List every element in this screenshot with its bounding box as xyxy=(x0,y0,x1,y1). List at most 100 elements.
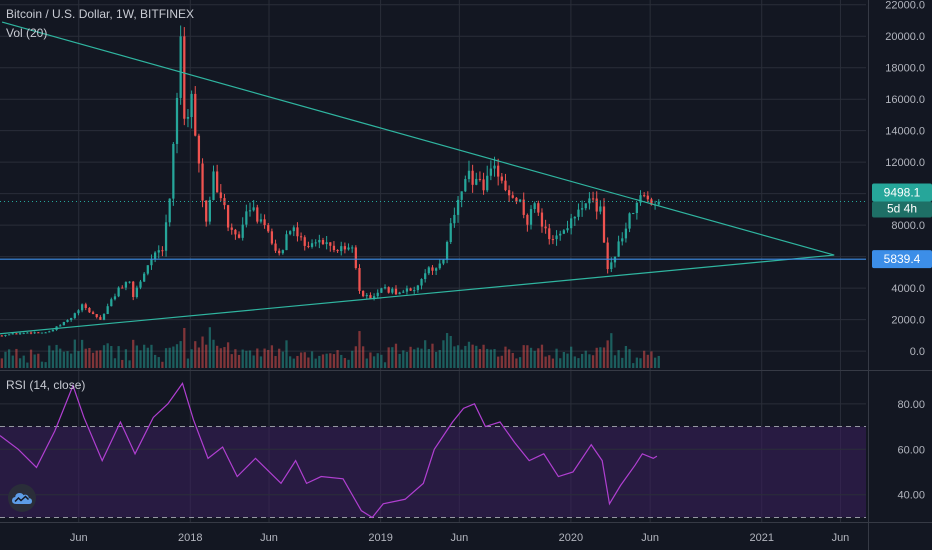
candle-body xyxy=(102,314,106,320)
candle-body xyxy=(402,291,405,293)
volume-bar xyxy=(212,339,215,368)
candle-body xyxy=(351,247,354,249)
candle-body xyxy=(453,214,456,224)
candle-body xyxy=(591,198,595,200)
x-tick-label: 2019 xyxy=(368,532,392,544)
candle-body xyxy=(635,202,638,214)
candle-body xyxy=(372,296,376,299)
price-tick-label: 4000.0 xyxy=(891,283,925,295)
volume-bar xyxy=(303,352,306,368)
candle-body xyxy=(274,243,277,251)
candle-body xyxy=(599,206,602,212)
candle-body xyxy=(18,333,22,335)
volume-bar xyxy=(580,353,584,368)
volume-bar xyxy=(278,348,281,368)
candle-body xyxy=(340,246,343,252)
volume-bar xyxy=(205,344,208,368)
candle-body xyxy=(380,288,383,293)
candle-body xyxy=(570,218,573,229)
volume-bar xyxy=(617,350,620,368)
candle-body xyxy=(91,312,95,315)
volume-bar xyxy=(653,357,657,368)
volume-bar xyxy=(11,355,14,368)
candle-body xyxy=(310,243,314,247)
volume-bar xyxy=(482,344,485,368)
volume-bar xyxy=(526,345,529,368)
volume-bar xyxy=(106,343,109,368)
candle-body xyxy=(460,191,463,200)
volume-bar xyxy=(314,358,317,368)
candle-body xyxy=(325,242,328,245)
candle-body xyxy=(632,213,635,215)
candle-body xyxy=(80,304,84,311)
rsi-band xyxy=(0,426,866,518)
volume-bar xyxy=(26,362,29,368)
volume-bar xyxy=(486,348,489,368)
volume-bar xyxy=(208,327,211,368)
volume-bar xyxy=(405,351,409,368)
volume-bar xyxy=(529,347,533,368)
candle-body xyxy=(500,176,503,181)
candle-body xyxy=(259,219,263,222)
x-tick-label: Jun xyxy=(450,532,468,544)
candle-body xyxy=(562,230,565,234)
candle-body xyxy=(518,199,522,202)
candle-body xyxy=(522,199,525,215)
volume-bar xyxy=(570,346,573,368)
tradingview-logo[interactable] xyxy=(8,484,36,512)
volume-bar xyxy=(562,351,565,368)
candle-body xyxy=(48,331,51,333)
candle-body xyxy=(365,295,368,297)
candle-body xyxy=(489,168,493,176)
volume-bar xyxy=(124,349,128,368)
candle-body xyxy=(113,296,117,300)
candle-body xyxy=(336,250,339,252)
candle-body xyxy=(245,211,248,225)
volume-bar xyxy=(285,340,288,368)
volume-bar xyxy=(606,340,609,368)
volume-bar xyxy=(329,353,332,368)
candle-body xyxy=(376,292,379,297)
candle-body xyxy=(617,241,620,257)
volume-bar xyxy=(186,358,190,368)
candle-body xyxy=(216,171,219,193)
candle-body xyxy=(252,207,255,211)
volume-bar xyxy=(237,354,241,368)
price-tick-label: 2000.0 xyxy=(891,315,925,327)
volume-bar xyxy=(234,349,237,368)
price-tick-label: 22000.0 xyxy=(885,0,925,12)
trendline[interactable] xyxy=(0,254,835,335)
candle-body xyxy=(577,209,580,217)
volume-bar xyxy=(194,341,197,368)
price-tick-label: 16000.0 xyxy=(885,94,925,106)
symbol-title: Bitcoin / U.S. Dollar, 1W, BITFINEX xyxy=(6,7,195,21)
candle-body xyxy=(431,267,434,271)
volume-bar xyxy=(413,349,416,368)
volume-bar xyxy=(643,350,646,368)
candle-body xyxy=(657,201,660,205)
volume-bar xyxy=(226,342,230,368)
candle-body xyxy=(559,233,562,236)
volume-bar xyxy=(230,354,233,368)
trendline[interactable] xyxy=(1,21,835,256)
volume-bar xyxy=(161,361,164,368)
candle-body xyxy=(157,250,160,253)
candle-body xyxy=(164,222,168,251)
volume-bar xyxy=(88,347,91,368)
candle-body xyxy=(497,165,500,177)
candle-body xyxy=(471,170,474,185)
candle-body xyxy=(584,203,587,209)
x-tick-label: 2020 xyxy=(559,532,583,544)
volume-bar xyxy=(358,331,361,368)
volume-bar xyxy=(537,348,540,368)
candle-body xyxy=(234,229,237,235)
volume-bar xyxy=(102,345,106,368)
volume-bar xyxy=(296,355,299,368)
last-price-badge: 9498.1 xyxy=(872,183,932,202)
volume-bar xyxy=(394,343,398,368)
volume-bar xyxy=(197,347,201,368)
candle-body xyxy=(281,250,284,254)
candle-body xyxy=(639,195,642,203)
volume-bar xyxy=(121,359,124,368)
